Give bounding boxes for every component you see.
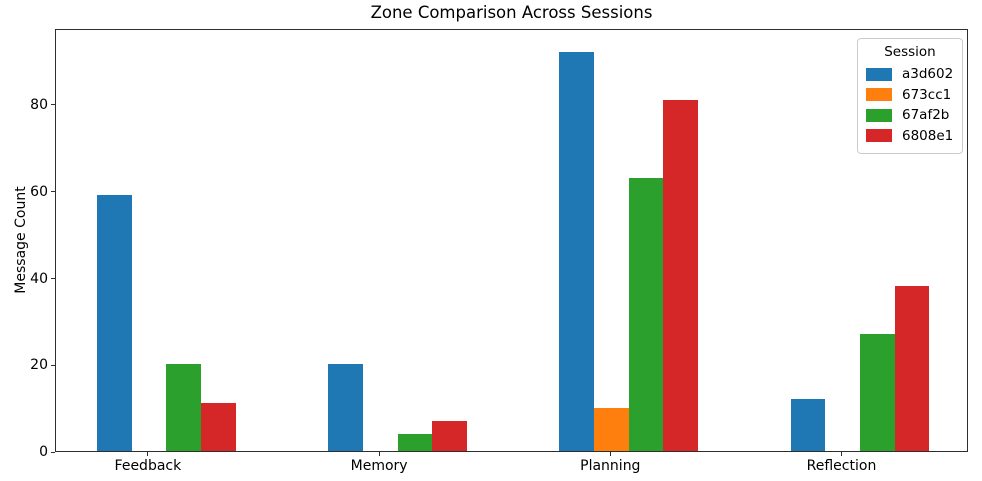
legend-swatch-icon <box>866 108 892 122</box>
y-tick-mark <box>51 278 55 279</box>
bar-6808e1-memory <box>432 420 467 451</box>
legend-label: 6808e1 <box>902 127 954 144</box>
y-tick-mark <box>51 364 55 366</box>
legend-entry-673cc1: 673cc1 <box>866 85 954 106</box>
bar-6808e1-feedback <box>201 403 236 451</box>
bar-67af2b-planning <box>628 177 664 451</box>
legend-title: Session <box>884 44 936 60</box>
bar-a3d602-reflection <box>790 398 826 451</box>
bar-673cc1-planning <box>594 407 629 451</box>
bar-67af2b-feedback <box>166 364 201 451</box>
y-tick-label: 0 <box>39 444 48 460</box>
legend-swatch-icon <box>866 129 892 143</box>
x-tick-label-feedback: Feedback <box>114 458 182 474</box>
bar-6808e1-reflection <box>894 286 930 451</box>
legend-swatch-icon <box>866 67 892 81</box>
legend-label: 673cc1 <box>902 86 952 103</box>
x-tick-mark <box>378 452 380 456</box>
y-tick-mark <box>51 104 55 106</box>
x-tick-mark <box>841 452 842 456</box>
legend-entry-6808e1: 6808e1 <box>866 126 954 147</box>
bar-6808e1-planning <box>663 99 699 451</box>
x-tick-mark <box>609 452 611 456</box>
bar-a3d602-planning <box>559 51 594 451</box>
x-tick-label-planning: Planning <box>580 458 641 474</box>
bar-67af2b-memory <box>397 433 433 451</box>
legend: Session a3d602 673cc1 67af2b 6808e1 <box>857 38 963 154</box>
legend-swatch-icon <box>866 88 892 102</box>
bar-a3d602-memory <box>328 364 363 451</box>
bar-67af2b-reflection <box>859 333 895 451</box>
x-tick-label-memory: Memory <box>350 458 408 474</box>
y-tick-mark <box>51 451 55 453</box>
x-tick-label-reflection: Reflection <box>806 458 877 474</box>
plot-area: Session a3d602 673cc1 67af2b 6808e1 <box>55 29 968 452</box>
chart-title: Zone Comparison Across Sessions <box>370 3 653 22</box>
legend-label: a3d602 <box>902 66 954 83</box>
y-tick-label: 20 <box>30 357 48 374</box>
legend-label: 67af2b <box>902 107 950 124</box>
y-tick-label: 80 <box>30 96 48 113</box>
legend-entry-67af2b: 67af2b <box>866 105 954 126</box>
bar-a3d602-feedback <box>96 195 132 451</box>
x-tick-mark <box>147 452 149 456</box>
y-tick-label: 40 <box>30 270 48 287</box>
y-tick-label: 60 <box>30 183 48 200</box>
legend-entry-a3d602: a3d602 <box>866 64 954 85</box>
y-tick-mark <box>51 191 55 193</box>
